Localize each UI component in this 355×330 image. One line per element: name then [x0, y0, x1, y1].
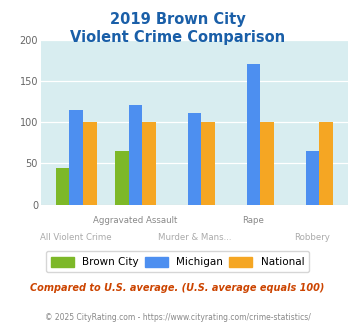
Text: 2019 Brown City: 2019 Brown City — [110, 12, 245, 26]
Text: Compared to U.S. average. (U.S. average equals 100): Compared to U.S. average. (U.S. average … — [30, 283, 325, 293]
Bar — [83, 122, 97, 205]
Bar — [129, 105, 142, 205]
Bar — [70, 110, 83, 205]
Text: Rape: Rape — [242, 216, 264, 225]
Text: © 2025 CityRating.com - https://www.cityrating.com/crime-statistics/: © 2025 CityRating.com - https://www.city… — [45, 313, 310, 322]
Text: Murder & Mans...: Murder & Mans... — [158, 233, 231, 242]
Bar — [260, 122, 274, 205]
Bar — [306, 151, 319, 205]
Text: Violent Crime Comparison: Violent Crime Comparison — [70, 30, 285, 45]
Text: Robbery: Robbery — [295, 233, 331, 242]
Bar — [115, 151, 129, 205]
Text: All Violent Crime: All Violent Crime — [40, 233, 112, 242]
Bar — [187, 113, 201, 205]
Bar — [201, 122, 215, 205]
Bar — [247, 64, 260, 205]
Bar — [56, 168, 70, 205]
Bar — [142, 122, 156, 205]
Legend: Brown City, Michigan, National: Brown City, Michigan, National — [45, 251, 310, 272]
Text: Aggravated Assault: Aggravated Assault — [93, 216, 178, 225]
Bar — [319, 122, 333, 205]
